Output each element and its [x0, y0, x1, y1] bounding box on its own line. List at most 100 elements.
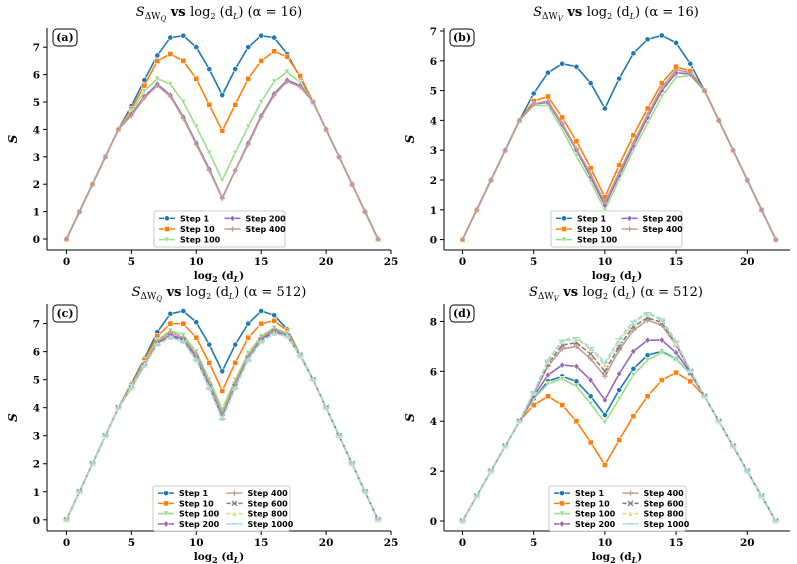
x-tick-label: 20: [740, 537, 755, 549]
data-point: [206, 359, 213, 366]
legend-entry: Step 600: [622, 499, 684, 508]
data-point: [245, 123, 252, 130]
data-point: [232, 359, 239, 366]
series-step-400: [459, 67, 779, 243]
data-point: [232, 167, 238, 174]
data-point: [297, 84, 303, 90]
y-tick-label: 7: [430, 26, 437, 38]
legend: Step 1 Step 10 Step 100 Step 200 Step 400: [550, 210, 684, 248]
legend-entry: Step 10: [158, 499, 214, 508]
legend-marker: [559, 490, 565, 497]
legend-entry: Step 100: [556, 236, 618, 245]
legend-entry: Step 100: [159, 236, 221, 245]
data-point: [154, 52, 161, 59]
legend-marker: [163, 500, 169, 507]
legend-label: Step 1000: [644, 520, 690, 529]
y-tick-label: 4: [33, 403, 40, 415]
data-point: [193, 319, 200, 326]
legend-label: Step 400: [248, 489, 289, 498]
y-axis-label: S: [403, 134, 417, 143]
data-point: [219, 127, 226, 134]
legend-label: Step 200: [246, 214, 287, 223]
data-point: [587, 400, 594, 407]
legend-label: Step 1: [577, 214, 607, 223]
series-step-1000: [62, 332, 382, 521]
data-point: [167, 51, 174, 57]
panel-tag: (a): [52, 28, 78, 47]
data-point: [630, 140, 636, 146]
data-point: [616, 169, 622, 176]
panel-d: SΔWV vs log2 (dL) (α = 512) 0 5 10 15 20 0 2 4 6 8…: [403, 285, 790, 564]
data-point: [284, 53, 291, 60]
x-axis-label: log2 (dL): [592, 270, 642, 284]
data-point: [601, 368, 608, 375]
y-tick-label: 1: [430, 205, 437, 217]
data-point: [616, 162, 623, 168]
legend-marker: [627, 490, 634, 496]
legend-marker: [559, 500, 565, 507]
legend-label: Step 200: [179, 520, 220, 529]
y-tick-label: 3: [33, 431, 40, 443]
data-point: [362, 209, 368, 215]
y-tick-label: 4: [33, 124, 40, 136]
legend-label: Step 800: [644, 510, 685, 519]
data-point: [559, 60, 566, 67]
data-point: [63, 236, 70, 242]
data-point: [180, 308, 187, 314]
data-point: [284, 69, 291, 76]
legend-entry: Step 400: [622, 489, 684, 498]
panel-a: SΔWQ vs log2 (dL) (α = 16) 0 5 10 15 20 25 0 1 2 3…: [6, 5, 398, 284]
legend-label: Step 600: [248, 499, 289, 508]
data-point: [545, 393, 551, 400]
x-tick-label: 5: [530, 537, 537, 549]
y-tick-label: 6: [430, 56, 437, 68]
x-tick-label: 25: [384, 256, 399, 268]
data-point: [206, 66, 213, 73]
legend-marker: [627, 510, 634, 517]
legend-label: Step 10: [179, 499, 214, 508]
y-tick-label: 3: [33, 152, 40, 164]
y-tick-label: 0: [33, 234, 40, 246]
data-point: [545, 98, 551, 104]
chart-title: SΔWV vs log2 (dL) (α = 16): [533, 5, 699, 23]
legend-entry: Step 100: [554, 510, 616, 519]
data-point: [573, 138, 580, 145]
data-point: [601, 396, 608, 404]
data-point: [245, 44, 252, 51]
x-tick-label: 0: [459, 537, 466, 549]
panel-tag: (d): [449, 304, 475, 323]
data-point: [336, 154, 342, 160]
x-tick-label: 10: [598, 537, 613, 549]
data-point: [673, 67, 679, 73]
series-line: [461, 34, 777, 240]
data-point: [271, 92, 277, 98]
x-tick-label: 5: [530, 256, 537, 268]
legend-entry: Step 10: [159, 225, 215, 234]
legend-label: Step 1: [575, 489, 605, 498]
y-tick-label: 4: [430, 115, 437, 127]
data-point: [154, 82, 160, 89]
legend-label: Step 10: [180, 225, 215, 234]
legend-entry: Step 400: [224, 225, 286, 234]
legend-label: Step 100: [179, 510, 220, 519]
legend-marker: [229, 226, 236, 232]
data-point: [375, 236, 381, 242]
data-point: [573, 378, 580, 385]
data-point: [573, 146, 580, 152]
legend-label: Step 400: [643, 225, 684, 234]
data-point: [630, 50, 637, 57]
data-point: [167, 329, 173, 335]
legend-marker: [163, 490, 169, 497]
data-point: [601, 361, 608, 368]
legend-marker: [231, 490, 238, 496]
data-point: [573, 335, 580, 342]
data-point: [141, 88, 148, 95]
legend-label: Step 10: [575, 499, 610, 508]
data-point: [102, 154, 109, 160]
data-point: [232, 149, 239, 156]
legend-entry: Step 200: [158, 520, 220, 529]
data-point: [644, 336, 651, 344]
data-point: [587, 439, 594, 446]
data-point: [180, 320, 187, 327]
y-tick-label: 2: [33, 459, 40, 471]
